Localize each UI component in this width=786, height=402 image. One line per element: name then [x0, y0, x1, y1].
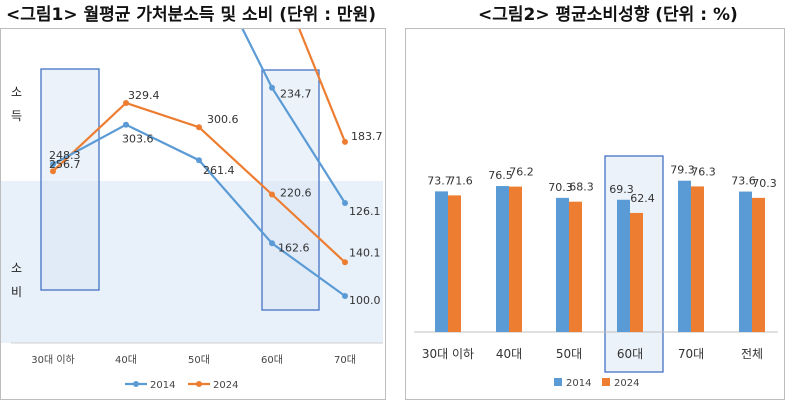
chart1-title: <그림1> 월평균 가처분소득 및 소비 (단위 : 만원) — [6, 5, 376, 25]
row-label-consumption-1: 소 — [11, 261, 22, 275]
label-2014-0: 73.7 — [427, 174, 452, 187]
x-tick-label-5: 전체 — [741, 347, 763, 361]
bar-2024-4 — [691, 186, 704, 332]
x-tick-label-1: 40대 — [496, 347, 522, 361]
income-2014-point-3 — [269, 84, 275, 91]
income_2014-label-3: 234.7 — [280, 88, 312, 101]
x-tick-label-0: 30대 이하 — [422, 347, 474, 361]
consumption_2014-label-1: 303.6 — [122, 133, 154, 146]
x-tick-label-3: 60대 — [617, 347, 643, 361]
consumption-2024-point-4 — [342, 259, 348, 266]
consumption-2014-point-4 — [342, 293, 348, 299]
consumption-2024-point-2 — [196, 124, 202, 131]
label-2024-5: 70.3 — [752, 177, 777, 190]
bar-2014-0 — [435, 191, 448, 332]
consumption-2014-point-3 — [269, 240, 275, 247]
legend-2024-marker — [196, 381, 202, 387]
legend-2014-swatch — [554, 378, 562, 386]
line-chart-panel: 소득소비346.8432.2440.0353.4183.7348.2396.93… — [0, 28, 386, 400]
consumption-2014-point-2 — [196, 157, 202, 164]
x-tick-label-3: 60대 — [261, 354, 283, 366]
label-2014-2: 70.3 — [548, 181, 573, 194]
consumption-2014-point-0 — [50, 161, 56, 168]
legend-2024-label: 2024 — [213, 380, 238, 391]
consumption_2014-label-2: 261.4 — [203, 164, 235, 177]
consumption-2024-point-1 — [123, 100, 129, 106]
label-2024-3: 62.4 — [630, 192, 655, 205]
x-tick-label-2: 50대 — [556, 347, 582, 361]
income-2024-point-4 — [342, 138, 348, 145]
label-2014-4: 79.3 — [670, 164, 695, 177]
x-tick-label-4: 70대 — [678, 347, 704, 361]
label-2014-5: 73.6 — [731, 175, 756, 188]
bar-chart-panel: 73.7 71.6 30대 이하 76.5 76.2 40대 70.3 68.3 50대 69.3… — [405, 28, 785, 400]
label-2024-0: 71.6 — [448, 174, 473, 187]
x-tick-label-2: 50대 — [188, 354, 210, 366]
legend-2014-label: 2014 — [566, 378, 591, 389]
consumption-2014-point-1 — [123, 121, 129, 128]
row-label-income-1: 소 — [11, 85, 22, 99]
label-2024-4: 76.3 — [691, 165, 716, 178]
label-2014-3: 69.3 — [609, 183, 634, 196]
highlight-box-30s — [40, 68, 100, 291]
legend-2024-swatch — [602, 378, 610, 386]
income-2014-line — [241, 29, 346, 204]
consumption_2014-label-4: 100.0 — [349, 294, 381, 307]
consumption_2014-label-3: 162.6 — [278, 241, 310, 254]
bar-2024-0 — [448, 195, 461, 332]
bar-2024-3 — [630, 212, 643, 332]
x-tick-label-4: 70대 — [334, 354, 356, 366]
bar-2014-5 — [739, 191, 752, 332]
consumption_2024-label-4: 140.1 — [349, 246, 381, 259]
legend-2014-marker — [133, 381, 139, 387]
x-tick-label-0: 30대 이하 — [31, 353, 75, 366]
consumption_2024-label-3: 220.6 — [280, 187, 312, 200]
bar-2024-2 — [569, 201, 582, 332]
label-2024-1: 76.2 — [509, 166, 534, 179]
row-label-income-2: 득 — [11, 109, 22, 123]
label-2024-2: 68.3 — [569, 181, 594, 194]
bar-2024-1 — [509, 186, 522, 332]
income_2024-label-4: 183.7 — [351, 130, 383, 143]
consumption_2024-label-1: 329.4 — [128, 89, 160, 102]
income-2014-point-4 — [342, 200, 348, 206]
line-chart: 소득소비346.8432.2440.0353.4183.7348.2396.93… — [1, 29, 383, 391]
consumption_2024-label-0: 248.3 — [49, 149, 81, 162]
income_2014-label-4: 126.1 — [349, 205, 381, 218]
bar-2014-4 — [678, 180, 691, 332]
x-tick-label-1: 40대 — [115, 354, 137, 366]
consumption_2024-label-2: 300.6 — [207, 113, 239, 126]
bar-2014-1 — [496, 186, 509, 332]
legend-2014-label: 2014 — [150, 380, 175, 391]
bar-2024-5 — [752, 197, 765, 332]
row-label-consumption-2: 비 — [11, 285, 22, 299]
label-2014-1: 76.5 — [488, 169, 513, 182]
bar-2014-2 — [556, 197, 569, 332]
consumption-2024-point-3 — [269, 191, 275, 198]
chart2-title: <그림2> 평균소비성향 (단위 : %) — [478, 5, 738, 25]
bar-2014-3 — [617, 199, 630, 332]
legend-2024-label: 2024 — [614, 378, 639, 389]
consumption-2024-point-0 — [50, 168, 56, 175]
consumption_2014-label-0: 256.7 — [49, 158, 81, 171]
